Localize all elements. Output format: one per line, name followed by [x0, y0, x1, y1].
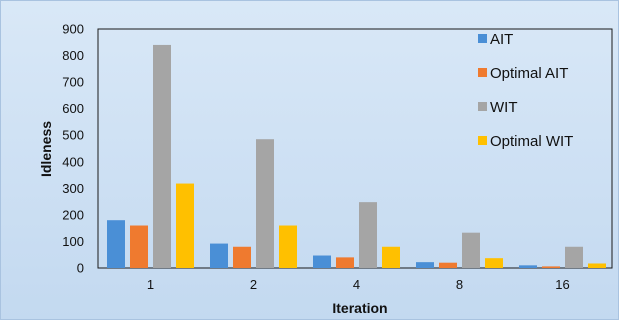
plot-frame [97, 28, 613, 269]
legend-swatch [478, 68, 487, 77]
y-tick-label: 100 [62, 234, 84, 249]
x-tick-label: 8 [456, 277, 463, 292]
bar [107, 220, 125, 268]
legend-label: AIT [490, 31, 513, 48]
bar [565, 246, 583, 268]
bar [130, 225, 148, 268]
y-tick-label: 700 [62, 75, 84, 90]
bar [210, 243, 228, 268]
y-tick-label: 0 [77, 261, 84, 276]
bar [382, 246, 400, 268]
plot-area: 0 100 200 300 400 500 600 700 800 900 1 2 4 8 16 [62, 22, 613, 292]
bar [176, 183, 194, 268]
x-tick-label: 4 [353, 277, 360, 292]
bar [256, 139, 274, 268]
y-tick-label: 200 [62, 207, 84, 222]
y-tick-label: 800 [62, 48, 84, 63]
legend-swatch [478, 34, 487, 43]
bar [313, 255, 331, 268]
legend-swatch [478, 136, 487, 145]
bar [439, 262, 457, 268]
x-tick-label: 16 [555, 277, 569, 292]
bar [336, 257, 354, 268]
bar [359, 202, 377, 268]
bar [279, 225, 297, 268]
y-axis-title: Idleness [38, 121, 54, 177]
bar [233, 246, 251, 268]
bar [542, 266, 560, 268]
y-tick-label: 500 [62, 128, 84, 143]
y-tick-label: 300 [62, 181, 84, 196]
bar [153, 44, 171, 268]
bar [416, 262, 434, 268]
y-tick-label: 400 [62, 154, 84, 169]
x-axis-title: Iteration [332, 300, 387, 316]
x-tick-label: 1 [147, 277, 154, 292]
x-tick-label: 2 [250, 277, 257, 292]
legend: AIT Optimal AIT WIT Optimal WIT [478, 31, 573, 150]
legend-label: WIT [490, 99, 518, 116]
bar [485, 258, 503, 268]
legend-swatch [478, 102, 487, 111]
bar [588, 263, 606, 268]
bar [519, 265, 537, 268]
legend-label: Optimal WIT [490, 133, 573, 150]
legend-label: Optimal AIT [490, 65, 568, 82]
y-tick-label: 900 [62, 22, 84, 37]
bar [462, 232, 480, 268]
y-tick-label: 600 [62, 101, 84, 116]
